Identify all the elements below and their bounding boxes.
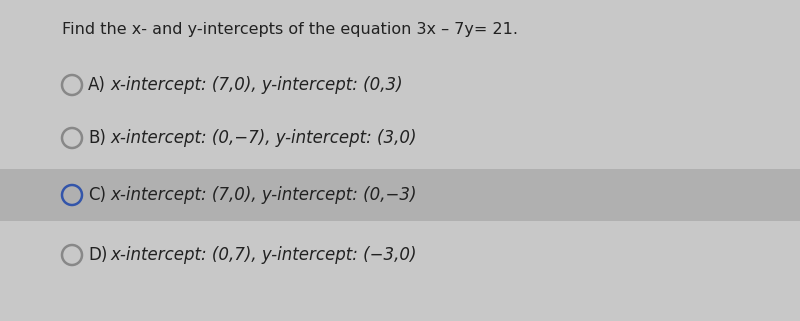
Text: x-intercept: (7,0), y-intercept: (0,−3): x-intercept: (7,0), y-intercept: (0,−3) [110,186,417,204]
Text: x-intercept: (0,−7), y-intercept: (3,0): x-intercept: (0,−7), y-intercept: (3,0) [110,129,417,147]
Text: Find the x- and y-intercepts of the equation 3x – 7y= 21.: Find the x- and y-intercepts of the equa… [62,22,518,37]
Text: B): B) [88,129,106,147]
Text: A): A) [88,76,106,94]
Text: D): D) [88,246,107,264]
Text: x-intercept: (7,0), y-intercept: (0,3): x-intercept: (7,0), y-intercept: (0,3) [110,76,402,94]
Bar [0,169,800,221]
Text: C): C) [88,186,106,204]
Text: x-intercept: (0,7), y-intercept: (−3,0): x-intercept: (0,7), y-intercept: (−3,0) [110,246,417,264]
